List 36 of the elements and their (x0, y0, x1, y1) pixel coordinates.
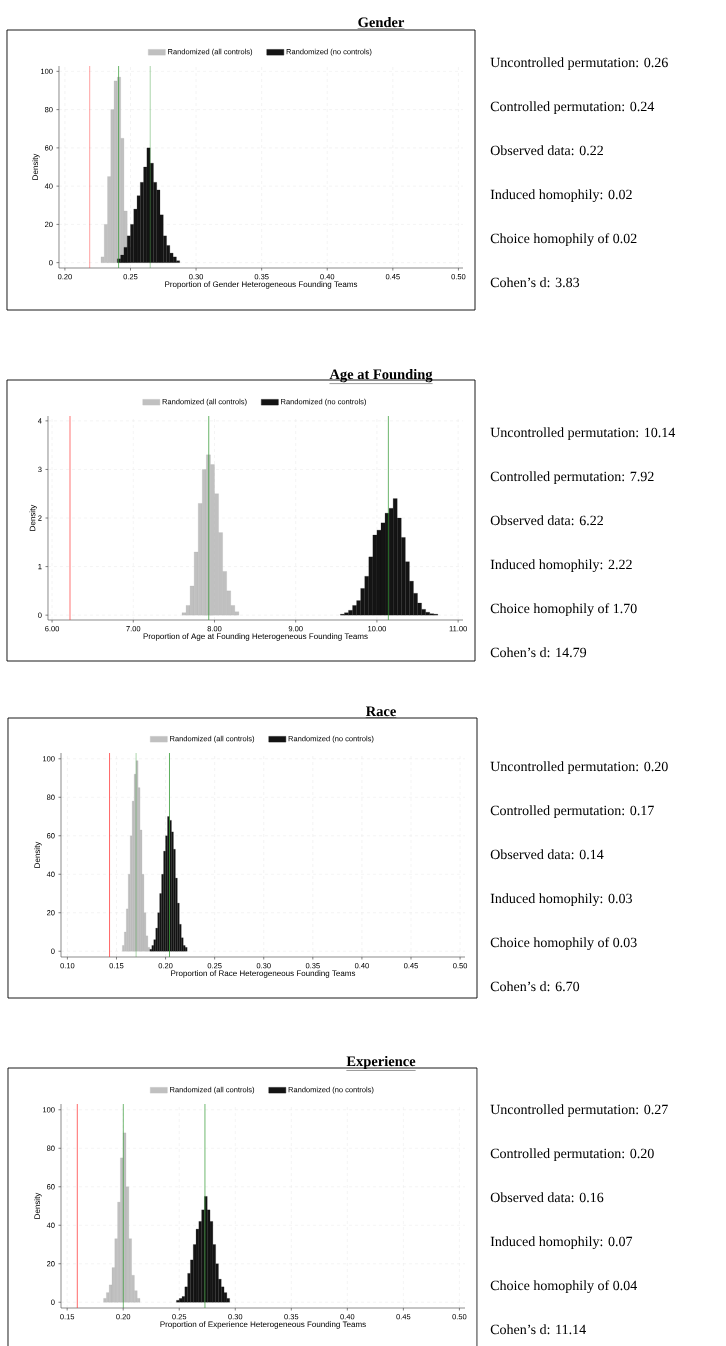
text: Choice homophily of 0.02 (490, 233, 637, 247)
text: Controlled permutation: 0.17 (490, 805, 654, 818)
x-axis-title: Proportion of Age at Founding Heterogeneous Founding Teams (143, 633, 368, 641)
text: Uncontrolled permutation: 0.26 (490, 57, 668, 70)
text: Choice homophily of 0.03 (490, 937, 637, 951)
text: Uncontrolled permutation: 10.14 (490, 427, 676, 440)
text: Cohen’s d: 14.79 (490, 647, 587, 658)
chart-title: Experience (346, 1055, 416, 1070)
chart-title: Race (365, 706, 396, 717)
text: Choice homophily of 0.04 (490, 1280, 637, 1294)
x-axis-title: Proportion of Experience Heterogeneous Founding Teams (160, 1321, 366, 1329)
text: Uncontrolled permutation: 0.20 (490, 761, 668, 774)
text: Controlled permutation: 7.92 (490, 471, 654, 484)
y-axis-title: Density (32, 153, 40, 180)
chart-title: Gender (358, 16, 405, 28)
y-axis-title: Density (34, 1192, 42, 1219)
text: Cohen’s d: 3.83 (490, 277, 580, 288)
text: Cohen’s d: 6.70 (490, 981, 580, 992)
text: Induced homophily: 0.02 (490, 189, 632, 203)
text: Cohen’s d: 11.14 (490, 1324, 586, 1335)
text: Controlled permutation: 0.24 (490, 101, 655, 114)
text: Observed data: 0.16 (490, 1192, 604, 1203)
y-axis-title: Density (34, 841, 42, 868)
text: Induced homophily: 2.22 (490, 559, 632, 573)
text: Induced homophily: 0.07 (490, 1236, 633, 1250)
text: Choice homophily of 1.70 (490, 603, 637, 617)
text: Induced homophily: 0.03 (490, 893, 632, 907)
text: Observed data: 0.14 (490, 849, 604, 860)
x-axis-title: Proportion of Race Heterogeneous Founding Teams (171, 970, 356, 978)
text: Uncontrolled permutation: 0.27 (490, 1104, 668, 1117)
x-axis-title: Proportion of Gender Heterogeneous Founding Teams (165, 281, 358, 289)
text: Observed data: 0.22 (490, 145, 603, 156)
text: Observed data: 6.22 (490, 515, 603, 526)
chart-title: Age at Founding (329, 368, 433, 383)
text: Controlled permutation: 0.20 (490, 1148, 654, 1161)
y-axis-title: Density (29, 504, 37, 531)
